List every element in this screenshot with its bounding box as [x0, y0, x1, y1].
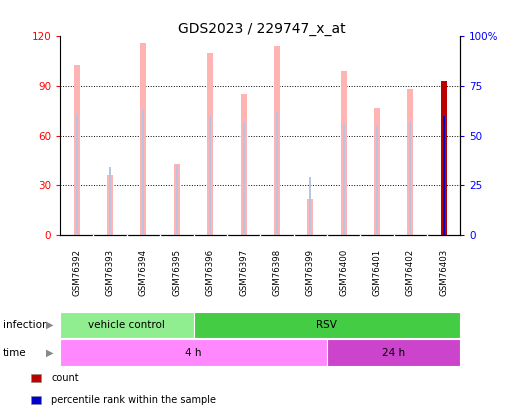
- Text: vehicle control: vehicle control: [88, 320, 165, 330]
- Text: GDS2023 / 229747_x_at: GDS2023 / 229747_x_at: [178, 22, 345, 36]
- Bar: [60, 312, 194, 338]
- Text: GSM76397: GSM76397: [239, 249, 248, 296]
- Text: GSM76401: GSM76401: [372, 249, 381, 296]
- Text: time: time: [3, 347, 26, 358]
- Bar: [194, 312, 460, 338]
- Text: 24 h: 24 h: [382, 347, 405, 358]
- Bar: [309, 177, 311, 235]
- Bar: [60, 339, 327, 366]
- Bar: [374, 108, 380, 235]
- Bar: [440, 81, 447, 235]
- Bar: [243, 122, 245, 235]
- Bar: [327, 339, 460, 366]
- Bar: [141, 43, 146, 235]
- Bar: [276, 112, 278, 235]
- Text: infection: infection: [3, 320, 48, 330]
- Bar: [241, 94, 246, 235]
- Bar: [207, 53, 213, 235]
- Text: GSM76392: GSM76392: [72, 249, 81, 296]
- Text: RSV: RSV: [316, 320, 337, 330]
- Bar: [340, 71, 347, 235]
- Text: 4 h: 4 h: [185, 347, 202, 358]
- Bar: [274, 47, 280, 235]
- Bar: [376, 126, 378, 235]
- Bar: [76, 114, 78, 235]
- Text: percentile rank within the sample: percentile rank within the sample: [51, 395, 216, 405]
- Bar: [107, 175, 113, 235]
- Bar: [109, 167, 111, 235]
- Bar: [409, 122, 411, 235]
- Text: GSM76398: GSM76398: [272, 249, 281, 296]
- Bar: [407, 90, 413, 235]
- Text: GSM76400: GSM76400: [339, 249, 348, 296]
- Bar: [307, 198, 313, 235]
- Text: ▶: ▶: [47, 320, 54, 330]
- Bar: [176, 165, 178, 235]
- Text: ▶: ▶: [47, 347, 54, 358]
- Bar: [174, 164, 180, 235]
- Bar: [343, 124, 345, 235]
- Text: count: count: [51, 373, 79, 383]
- Bar: [209, 116, 211, 235]
- Text: GSM76395: GSM76395: [173, 249, 181, 296]
- Text: GSM76399: GSM76399: [306, 249, 315, 296]
- Text: GSM76402: GSM76402: [406, 249, 415, 296]
- Bar: [74, 64, 80, 235]
- Bar: [442, 116, 445, 235]
- Text: GSM76394: GSM76394: [139, 249, 148, 296]
- Text: GSM76393: GSM76393: [106, 249, 115, 296]
- Text: GSM76403: GSM76403: [439, 249, 448, 296]
- Bar: [142, 110, 144, 235]
- Text: GSM76396: GSM76396: [206, 249, 214, 296]
